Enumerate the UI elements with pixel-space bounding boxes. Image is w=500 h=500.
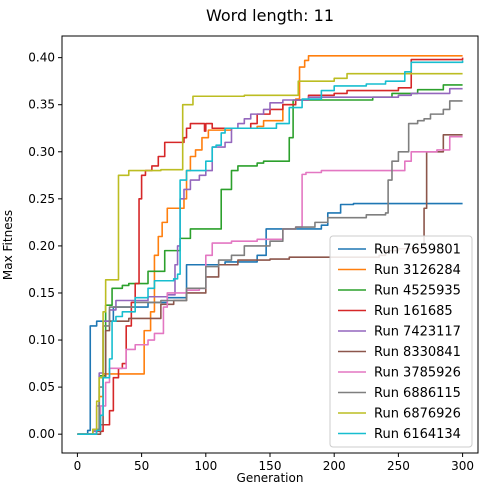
y-axis: 0.00 0.05 0.10 0.15 0.20 0.25 0.30 0.35 0.40	[28, 51, 62, 441]
x-tick-label: 100	[194, 459, 217, 473]
y-tick-label: 0.35	[28, 98, 55, 112]
legend-label: Run 161685	[374, 304, 453, 319]
legend-label: Run 7659801	[374, 243, 461, 258]
y-tick-label: 0.25	[28, 192, 55, 206]
legend: Run 7659801 Run 3126284 Run 4525935 Run 161…	[329, 235, 473, 448]
y-tick-label: 0.15	[28, 286, 55, 300]
x-axis-label: Generation	[237, 471, 304, 485]
legend-label: Run 8330841	[374, 345, 461, 360]
x-tick-label: 150	[259, 459, 282, 473]
x-tick-label: 200	[323, 459, 346, 473]
y-tick-label: 0.00	[28, 427, 55, 441]
y-tick-label: 0.30	[28, 145, 55, 159]
y-tick-label: 0.10	[28, 333, 55, 347]
chart-title: Word length: 11	[206, 6, 334, 25]
series-line-3	[77, 84, 463, 435]
y-axis-label: Max Fitness	[1, 210, 15, 280]
x-tick-label: 300	[451, 459, 474, 473]
x-tick-label: 250	[387, 459, 410, 473]
y-tick-label: 0.40	[28, 51, 55, 65]
y-tick-label: 0.05	[28, 380, 55, 394]
legend-label: Run 6164134	[374, 427, 461, 442]
series-line-10	[77, 60, 464, 435]
legend-label: Run 3126284	[374, 263, 461, 278]
series-line-9	[77, 72, 463, 435]
legend-label: Run 6876926	[374, 407, 461, 422]
legend-label: Run 3785926	[374, 366, 461, 381]
x-axis: 0 50 100 150 200 250 300	[74, 453, 474, 473]
legend-label: Run 4525935	[374, 284, 461, 299]
legend-label: Run 7423117	[374, 325, 461, 340]
series-lines	[77, 54, 464, 435]
legend-box	[329, 235, 473, 448]
x-tick-label: 50	[134, 459, 149, 473]
y-tick-label: 0.20	[28, 239, 55, 253]
x-tick-label: 0	[74, 459, 82, 473]
legend-label: Run 6886115	[374, 386, 461, 401]
